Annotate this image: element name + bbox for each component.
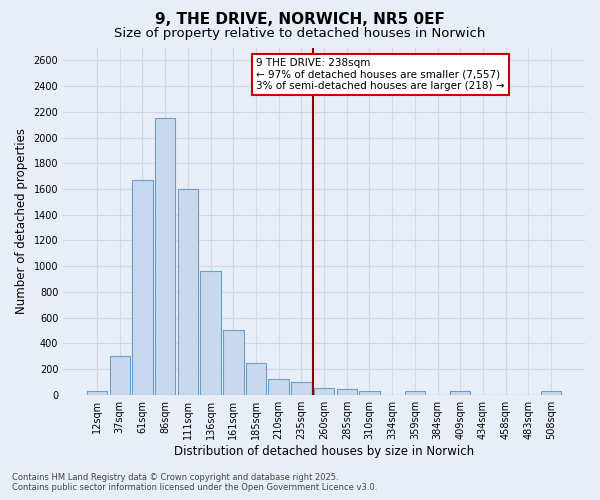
Bar (178, 189, 198, 394)
Bar (291, 382, 311, 394)
Bar (541, 392, 561, 394)
Bar (200, 272, 221, 394)
Text: Size of property relative to detached houses in Norwich: Size of property relative to detached ho… (115, 28, 485, 40)
Text: 9 THE DRIVE: 238sqm
← 97% of detached houses are smaller (7,557)
3% of semi-deta: 9 THE DRIVE: 238sqm ← 97% of detached ho… (256, 58, 505, 91)
Bar (132, 180, 153, 394)
Bar (155, 118, 175, 394)
Bar (404, 392, 425, 394)
Bar (223, 330, 244, 394)
Bar (337, 389, 357, 394)
Bar (87, 392, 107, 394)
Text: Contains HM Land Registry data © Crown copyright and database right 2025.
Contai: Contains HM Land Registry data © Crown c… (12, 473, 377, 492)
Bar (314, 388, 334, 394)
Bar (268, 380, 289, 394)
Bar (246, 363, 266, 394)
Y-axis label: Number of detached properties: Number of detached properties (15, 128, 28, 314)
Bar (450, 392, 470, 394)
Text: 9, THE DRIVE, NORWICH, NR5 0EF: 9, THE DRIVE, NORWICH, NR5 0EF (155, 12, 445, 28)
Bar (110, 356, 130, 395)
Bar (359, 391, 380, 394)
X-axis label: Distribution of detached houses by size in Norwich: Distribution of detached houses by size … (174, 444, 474, 458)
